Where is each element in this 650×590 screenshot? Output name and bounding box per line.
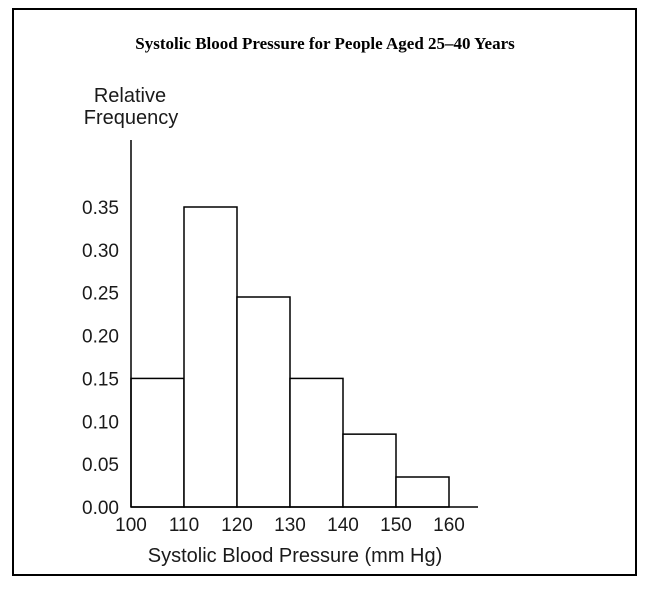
bar-120-130 [236, 296, 291, 508]
x-tick-label: 130 [274, 515, 306, 536]
y-tick-labels: 0.00 0.05 0.10 0.15 0.20 0.25 0.30 0.35 [82, 198, 119, 519]
x-axis-label: Systolic Blood Pressure (mm Hg) [148, 545, 443, 567]
y-tick-label: 0.10 [82, 412, 119, 433]
bar-150-160 [395, 476, 450, 508]
x-tick-label: 110 [169, 515, 199, 536]
bar-110-120 [183, 206, 238, 508]
x-tick-label: 150 [380, 515, 412, 536]
y-tick-label: 0.25 [82, 284, 119, 305]
x-tick-labels: 100 110 120 130 140 150 160 [115, 515, 465, 536]
x-tick-label: 160 [433, 515, 465, 536]
y-tick-label: 0.35 [82, 198, 119, 219]
x-tick-label: 100 [115, 515, 147, 536]
y-tick-label: 0.30 [82, 241, 119, 262]
bar-140-150 [342, 433, 397, 508]
y-tick-label: 0.15 [82, 369, 119, 390]
y-axis-label-line-1: Relative [94, 85, 166, 107]
y-axis-label-line-2: Frequency [84, 107, 179, 129]
chart-title: Systolic Blood Pressure for People Aged … [135, 34, 515, 53]
x-tick-label: 120 [221, 515, 253, 536]
y-tick-label: 0.00 [82, 498, 119, 519]
bar-130-140 [289, 377, 344, 508]
x-tick-label: 140 [327, 515, 359, 536]
y-tick-label: 0.20 [82, 327, 119, 348]
y-tick-label: 0.05 [82, 455, 119, 476]
bar-100-110 [130, 377, 185, 508]
bars-group [130, 206, 450, 508]
